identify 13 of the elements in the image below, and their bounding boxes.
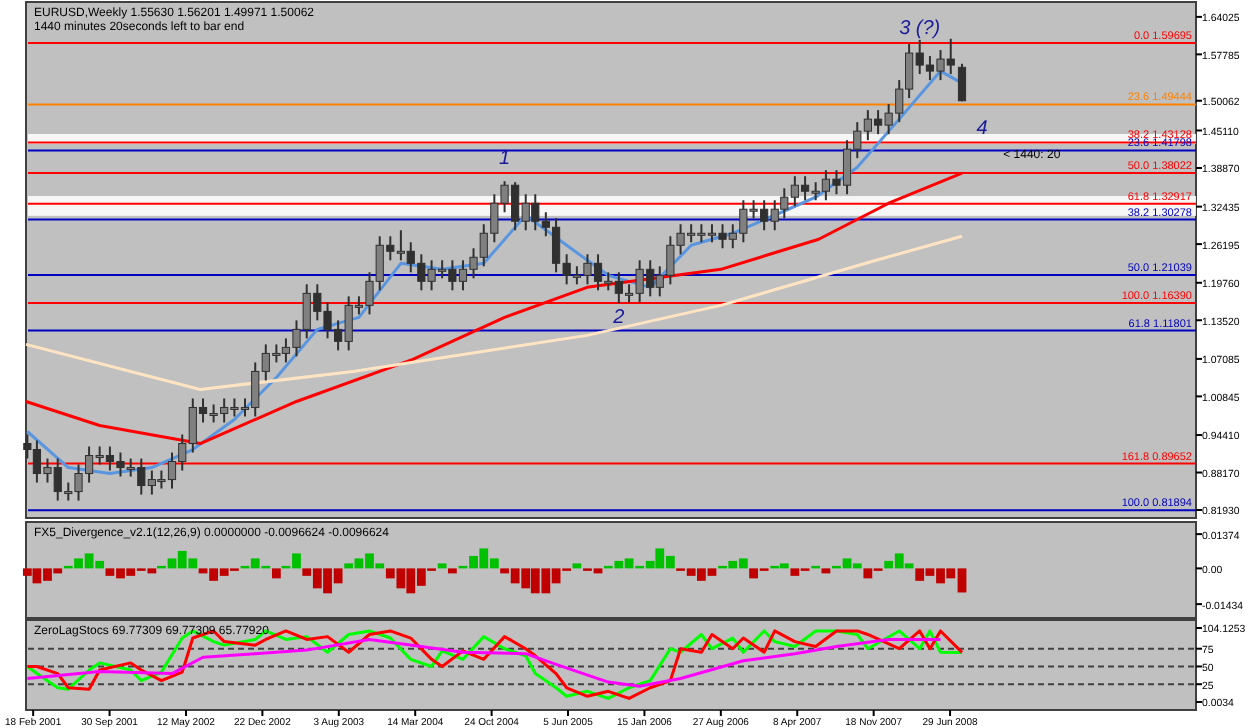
annotation: 4 — [976, 118, 989, 141]
annotation: 3 (?) — [899, 17, 941, 40]
line-series — [25, 637, 943, 688]
bar — [271, 568, 281, 579]
line-series — [25, 629, 964, 700]
bar — [437, 563, 447, 569]
annotation: 2 — [611, 307, 626, 330]
annotation: 1 — [499, 148, 511, 171]
bar — [821, 568, 831, 574]
bar — [447, 568, 457, 574]
candlestick — [957, 62, 967, 103]
bar — [572, 563, 582, 569]
line-series — [24, 234, 964, 391]
